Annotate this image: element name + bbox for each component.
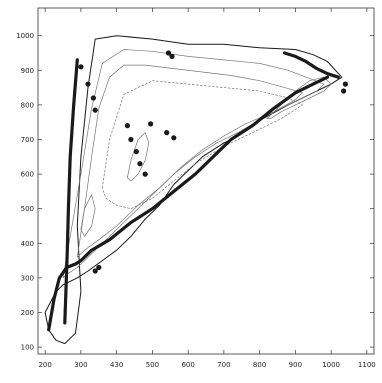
y-tick-label-2: 300 bbox=[21, 274, 34, 282]
x-tick-label-6: 800 bbox=[253, 361, 266, 369]
y-tick-label-5: 600 bbox=[21, 171, 34, 179]
plot-frame bbox=[37, 7, 375, 355]
marker-point-5 bbox=[128, 136, 134, 143]
contour-lines bbox=[44, 35, 343, 345]
series-line-inner-contour-2 bbox=[76, 64, 303, 258]
y-tick-label-0: 100 bbox=[21, 344, 34, 352]
series-line-inner-contour-5 bbox=[127, 132, 150, 182]
y-tick-label-6: 700 bbox=[21, 136, 34, 144]
marker-point-9 bbox=[148, 121, 154, 127]
y-tick-label-4: 500 bbox=[21, 205, 34, 213]
series-line-inner-contour-1 bbox=[62, 49, 325, 279]
marker-point-11 bbox=[171, 135, 177, 141]
x-tick-label-2: 430 bbox=[110, 361, 123, 369]
marker-point-4 bbox=[124, 123, 130, 129]
marker-point-6 bbox=[133, 149, 139, 155]
marker-point-10 bbox=[164, 130, 170, 136]
marker-point-7 bbox=[137, 161, 143, 167]
y-tick-label-9: 1000 bbox=[16, 32, 34, 40]
marker-point-15 bbox=[169, 53, 175, 60]
marker-point-1 bbox=[85, 81, 91, 87]
series-line-shoreline-thick-9 bbox=[283, 51, 340, 79]
marker-point-16 bbox=[342, 81, 348, 87]
y-axis: 100 200 300 400 500 600 700 800 900 1000 bbox=[16, 32, 374, 352]
x-tick-label-4: 600 bbox=[181, 361, 194, 369]
marker-point-13 bbox=[92, 268, 98, 274]
marker-point-8 bbox=[142, 171, 148, 177]
x-axis: 200 300 430 500 600 700 800 900 1000 1100 bbox=[38, 8, 376, 369]
marker-point-2 bbox=[90, 95, 96, 101]
y-tick-label-8: 900 bbox=[21, 67, 34, 75]
marker-point-0 bbox=[78, 64, 84, 70]
series-line-shoreline-thick-8 bbox=[63, 58, 79, 325]
x-tick-label-8: 1000 bbox=[322, 361, 340, 369]
marker-point-14 bbox=[165, 50, 172, 56]
y-tick-label-1: 200 bbox=[21, 309, 34, 317]
marker-points bbox=[78, 50, 348, 274]
series-line-dashed-contour-3 bbox=[101, 80, 303, 210]
x-tick-label-3: 500 bbox=[146, 361, 159, 369]
y-tick-label-7: 800 bbox=[21, 101, 34, 109]
x-tick-label-0: 200 bbox=[38, 361, 51, 369]
x-tick-label-5: 700 bbox=[217, 361, 230, 369]
marker-point-12 bbox=[96, 264, 102, 271]
marker-point-3 bbox=[92, 107, 98, 113]
x-tick-label-9: 1100 bbox=[358, 361, 376, 369]
marker-point-17 bbox=[341, 88, 347, 94]
series-line-inner-contour-6 bbox=[80, 194, 96, 237]
x-tick-label-7: 900 bbox=[289, 361, 302, 369]
y-tick-label-3: 400 bbox=[21, 240, 34, 248]
x-tick-label-1: 300 bbox=[74, 361, 87, 369]
series-line-outer-boundary-0 bbox=[44, 35, 343, 345]
